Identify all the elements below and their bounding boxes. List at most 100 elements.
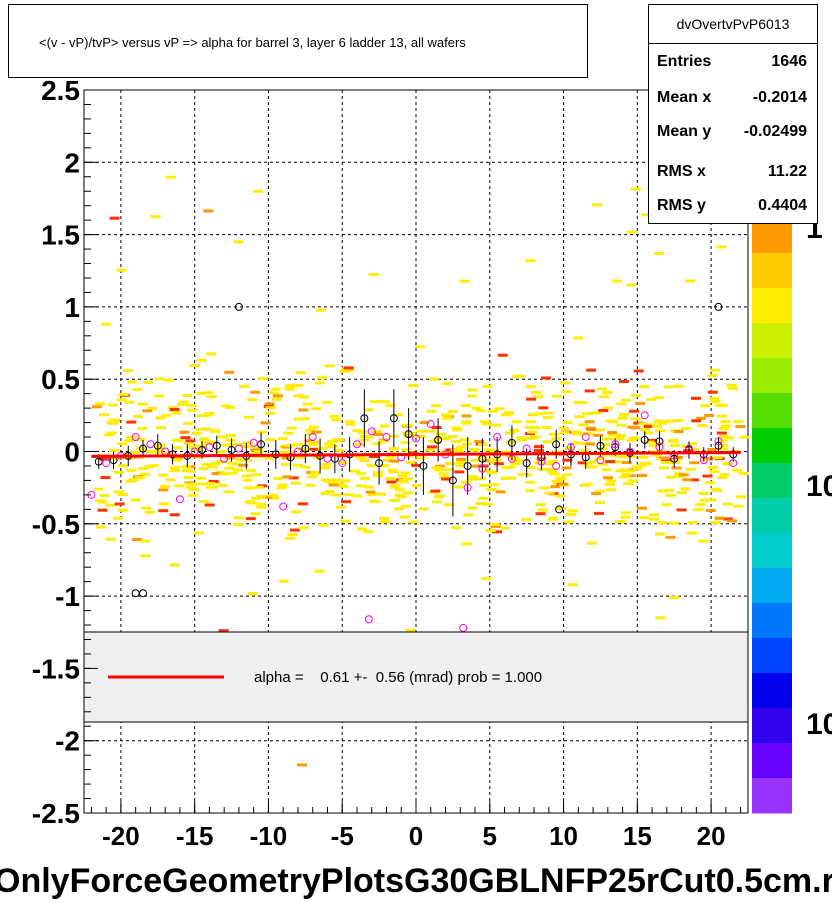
histogram-cell	[640, 427, 651, 431]
histogram-cell	[416, 429, 427, 433]
histogram-cell	[281, 456, 292, 460]
histogram-cell	[707, 448, 718, 452]
axes: -20 -15 -10 -5 0 5 10 15 20 -2.5 -2 -1.5 -1 -0.5 0 0.5 1…	[32, 75, 742, 851]
histogram-cell	[615, 434, 626, 438]
legend-text: alpha = 0.61 +- 0.56 (mrad) prob = 1.000	[254, 669, 542, 686]
histogram-cell	[298, 395, 309, 399]
histogram-cell	[224, 466, 235, 470]
histogram-cell	[396, 495, 407, 499]
histogram-cell	[630, 417, 641, 421]
histogram-cell	[676, 508, 687, 512]
histogram-cell	[408, 520, 419, 524]
profile-point-magenta	[537, 457, 546, 466]
profile-point-magenta	[352, 440, 361, 449]
histogram-cell	[221, 443, 232, 447]
histogram-cell	[717, 439, 728, 443]
histogram-cell	[501, 466, 512, 470]
profile-point-black	[404, 430, 413, 439]
x-tick-label: -20	[102, 821, 140, 851]
histogram-cell	[394, 488, 405, 492]
histogram-cell	[206, 352, 217, 356]
histogram-cell	[186, 403, 197, 407]
histogram-cell	[238, 463, 249, 467]
histogram-cell	[250, 390, 261, 394]
histogram-cell	[118, 508, 129, 512]
histogram-cell	[419, 421, 430, 425]
histogram-cell	[256, 502, 267, 506]
histogram-cell	[577, 461, 588, 465]
histogram-cell	[359, 459, 370, 463]
histogram-cell	[655, 429, 666, 433]
histogram-cell	[431, 425, 442, 429]
profile-point-black	[419, 461, 428, 470]
histogram-cell	[169, 408, 180, 412]
histogram-cell	[272, 394, 283, 398]
histogram-cell	[265, 438, 276, 442]
stats-box: dvOvertvPvP6013 Entries 1646 Mean x -0.2…	[648, 4, 818, 224]
histogram-cell	[609, 454, 620, 458]
histogram-cell	[665, 493, 676, 497]
histogram-cell	[530, 390, 541, 394]
histogram-cell	[574, 415, 585, 419]
histogram-cell	[387, 468, 398, 472]
histogram-cell	[714, 516, 725, 520]
histogram-cell	[652, 453, 663, 457]
histogram-cell	[253, 485, 264, 489]
histogram-cell	[461, 420, 472, 424]
histogram-cell	[425, 429, 436, 433]
histogram-cell	[169, 469, 180, 473]
histogram-cell	[298, 408, 309, 412]
histogram-cell	[299, 417, 310, 421]
histogram-cell	[654, 252, 665, 256]
profile-point-magenta	[175, 495, 184, 504]
histogram-cell	[538, 406, 549, 410]
histogram-cell	[631, 467, 642, 471]
histogram-cell	[482, 384, 493, 388]
histogram-cell	[159, 485, 170, 489]
histogram-cell	[717, 447, 728, 451]
histogram-cell	[544, 491, 555, 495]
histogram-cell	[620, 398, 631, 402]
histogram-cell	[314, 381, 325, 385]
histogram-cell	[631, 465, 642, 469]
histogram-cell	[130, 498, 141, 502]
profile-point-magenta	[493, 433, 502, 442]
histogram-cell	[389, 498, 400, 502]
histogram-cell	[273, 476, 284, 480]
histogram-cell	[327, 440, 338, 444]
histogram-cell	[126, 468, 137, 472]
histogram-cell	[232, 468, 243, 472]
histogram-cell	[608, 420, 619, 424]
histogram-cell	[621, 461, 632, 465]
profile-point-black	[212, 441, 221, 450]
histogram-cell	[368, 273, 379, 277]
palette-swatch	[752, 533, 792, 569]
histogram-cell	[225, 456, 236, 460]
histogram-cell	[525, 420, 536, 424]
histogram-cell	[398, 480, 409, 484]
histogram-cell	[180, 436, 191, 440]
histogram-cell	[242, 478, 253, 482]
histogram-cell	[699, 458, 710, 462]
profile-point-black	[522, 459, 531, 468]
histogram-cell	[91, 405, 102, 409]
x-tick-label: 20	[697, 821, 726, 851]
histogram-cell	[324, 442, 335, 446]
histogram-cell	[329, 414, 340, 418]
histogram-cell	[136, 427, 147, 431]
histogram-cell	[649, 517, 660, 521]
histogram-cell	[215, 450, 226, 454]
y-tick-label: -2	[55, 726, 80, 757]
histogram-cell	[134, 476, 145, 480]
histogram-cell	[227, 471, 238, 475]
histogram-cell	[430, 404, 441, 408]
histogram-cell	[571, 430, 582, 434]
histogram-cell	[199, 499, 210, 503]
histogram-cell	[296, 763, 307, 767]
histogram-cell	[367, 492, 378, 496]
histogram-cell	[517, 437, 528, 441]
histogram-cell	[685, 467, 696, 471]
histogram-cell	[585, 442, 596, 446]
histogram-cell	[352, 494, 363, 498]
